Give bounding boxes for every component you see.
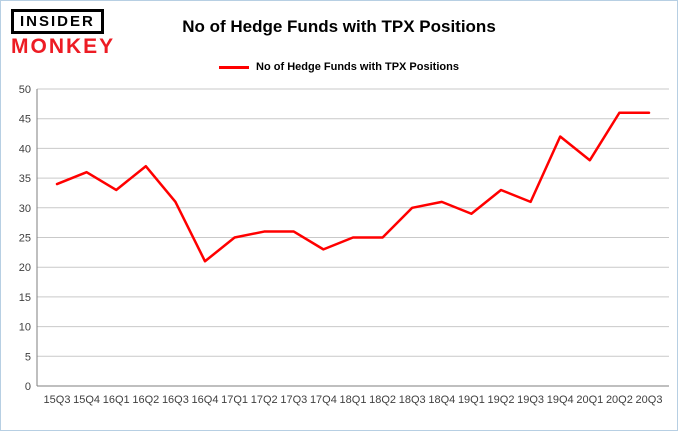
chart-title: No of Hedge Funds with TPX Positions <box>182 17 496 36</box>
insider-monkey-logo: INSIDER MONKEY <box>11 9 115 57</box>
x-tick-label: 19Q3 <box>517 394 544 406</box>
logo-insider-text: INSIDER <box>11 9 104 34</box>
x-tick-label: 17Q3 <box>280 394 307 406</box>
logo-monkey-text: MONKEY <box>11 35 116 58</box>
x-tick-label: 19Q2 <box>488 394 515 406</box>
y-tick-label: 25 <box>19 233 31 245</box>
y-tick-label: 45 <box>19 114 31 126</box>
y-axis-labels: 0 5 10 15 20 25 30 35 40 45 50 <box>19 84 31 393</box>
y-tick-label: 10 <box>19 322 31 334</box>
legend: No of Hedge Funds with TPX Positions <box>1 61 677 73</box>
x-tick-label: 15Q4 <box>73 394 100 406</box>
x-tick-label: 20Q1 <box>576 394 603 406</box>
y-tick-label: 5 <box>25 351 31 363</box>
data-line <box>55 111 651 263</box>
x-tick-label: 17Q1 <box>221 394 248 406</box>
x-tick-label: 19Q4 <box>547 394 574 406</box>
legend-label: No of Hedge Funds with TPX Positions <box>256 61 459 73</box>
y-tick-label: 40 <box>19 143 31 155</box>
x-tick-label: 18Q1 <box>340 394 367 406</box>
x-tick-label: 20Q2 <box>606 394 633 406</box>
x-tick-label: 16Q3 <box>162 394 189 406</box>
y-tick-label: 35 <box>19 173 31 185</box>
y-tick-label: 30 <box>19 203 31 215</box>
x-tick-label: 18Q4 <box>428 394 455 406</box>
legend-line-marker <box>219 65 250 69</box>
y-tick-label: 0 <box>25 381 31 393</box>
x-tick-label: 17Q2 <box>251 394 278 406</box>
y-tick-label: 15 <box>19 292 31 304</box>
x-tick-label: 18Q3 <box>399 394 426 406</box>
x-axis-labels: 15Q3 15Q4 16Q1 16Q2 16Q3 16Q4 17Q1 17Q2 17Q3 17Q4… <box>44 394 663 406</box>
y-tick-label: 50 <box>19 84 31 96</box>
x-tick-label: 16Q2 <box>132 394 159 406</box>
x-tick-label: 19Q1 <box>458 394 485 406</box>
x-tick-label: 16Q1 <box>103 394 130 406</box>
x-tick-label: 16Q4 <box>192 394 219 406</box>
x-tick-label: 17Q4 <box>310 394 337 406</box>
x-tick-label: 15Q3 <box>44 394 71 406</box>
x-tick-label: 20Q3 <box>636 394 663 406</box>
y-tick-label: 20 <box>19 262 31 274</box>
x-tick-label: 18Q2 <box>369 394 396 406</box>
